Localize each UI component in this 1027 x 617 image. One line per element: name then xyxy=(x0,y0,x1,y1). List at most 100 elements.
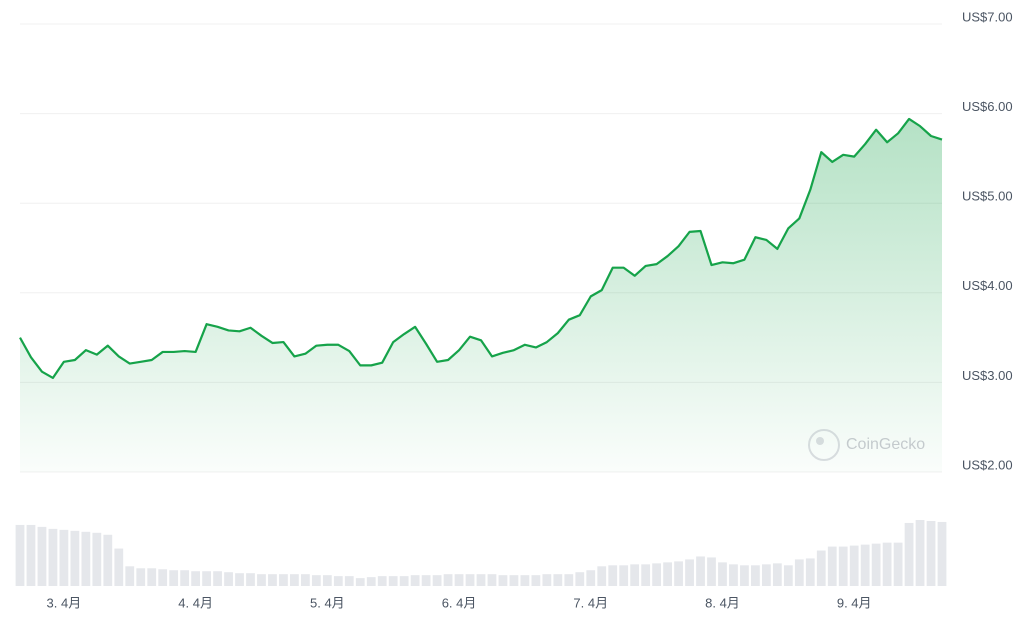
volume-bar xyxy=(641,564,651,586)
volume-bar xyxy=(827,546,837,586)
volume-bar xyxy=(421,575,431,586)
volume-bar xyxy=(674,561,683,586)
x-tick-label: 6. 4月 xyxy=(442,595,477,610)
volume-bar xyxy=(114,548,124,586)
volume-bar xyxy=(707,557,716,586)
volume-bar xyxy=(92,532,102,586)
volume-bar xyxy=(311,575,321,586)
volume-bar xyxy=(333,576,343,586)
y-tick-label: US$6.00 xyxy=(962,99,1013,114)
volume-bar xyxy=(520,575,530,586)
volume-bar xyxy=(729,564,738,586)
volume-bar xyxy=(377,576,387,586)
x-tick-label: 9. 4月 xyxy=(837,595,872,610)
x-tick-label: 7. 4月 xyxy=(573,595,608,610)
volume-bar xyxy=(268,574,277,586)
y-tick-label: US$2.00 xyxy=(962,457,1013,472)
watermark-logo-eye xyxy=(816,437,824,445)
volume-bar xyxy=(498,575,508,586)
volume-bar xyxy=(926,520,936,586)
volume-bar xyxy=(564,574,574,586)
volume-bar xyxy=(26,524,36,586)
volume-bar xyxy=(224,572,233,586)
volume-bar xyxy=(344,576,354,586)
volume-bar xyxy=(882,542,892,586)
volume-bar xyxy=(465,574,475,586)
volume-bar xyxy=(663,562,672,586)
volume-bar xyxy=(509,575,519,586)
volume-bar xyxy=(290,574,299,586)
volume-bar xyxy=(893,542,903,586)
volume-bar xyxy=(257,574,266,586)
volume-bar xyxy=(432,575,442,586)
watermark: CoinGecko xyxy=(808,429,925,461)
volume-bar xyxy=(761,564,771,586)
volume-bar xyxy=(59,529,69,586)
volume-bar xyxy=(553,574,563,586)
volume-bar xyxy=(15,524,25,586)
volume-bar xyxy=(37,526,47,586)
volume-bar xyxy=(235,573,244,586)
volume-bar xyxy=(740,565,749,586)
axis-labels: US$2.00 US$3.00 US$4.00 US$5.00 US$6.00 US$7.… xyxy=(47,9,1013,610)
volume-bar xyxy=(915,520,925,586)
volume-bar xyxy=(147,568,157,586)
x-tick-label: 5. 4月 xyxy=(310,595,345,610)
volume-bar xyxy=(531,575,541,586)
volume-bar xyxy=(783,565,793,586)
volume-bar xyxy=(213,571,222,586)
x-tick-label: 8. 4月 xyxy=(705,595,740,610)
plot xyxy=(19,117,943,472)
volume-bar xyxy=(696,556,705,586)
volume-bar xyxy=(125,566,135,586)
volume-bar xyxy=(81,531,91,586)
volume-bar xyxy=(48,528,58,586)
volume-bar xyxy=(443,574,453,586)
volume-bar xyxy=(322,575,332,586)
volume-bar xyxy=(487,574,497,586)
volume-bar xyxy=(597,566,607,586)
volume-bar xyxy=(904,522,914,586)
volume-bar xyxy=(871,543,881,586)
volume-bar xyxy=(300,574,310,586)
volume-bar xyxy=(937,521,947,586)
volume-bar xyxy=(246,573,255,586)
volume-bar xyxy=(169,570,179,586)
watermark-logo xyxy=(808,429,840,461)
volume-bar xyxy=(103,534,113,586)
volume-bar xyxy=(805,558,815,586)
volume-bar xyxy=(542,574,552,586)
volume-bar xyxy=(838,546,848,586)
price-line xyxy=(19,117,943,380)
volume-bar xyxy=(202,571,211,586)
volume-bar xyxy=(816,550,826,586)
volume-bar xyxy=(399,576,409,586)
volume-bar xyxy=(476,574,486,586)
x-tick-label: 3. 4月 xyxy=(47,595,82,610)
volume-bar xyxy=(619,565,629,586)
volume-bar xyxy=(366,577,376,586)
volume-bar xyxy=(355,578,365,586)
volume-bar xyxy=(575,572,585,586)
volume-bar xyxy=(772,563,782,586)
volume-bar xyxy=(70,530,80,586)
volume-bar xyxy=(180,570,190,586)
volume-bar xyxy=(751,565,760,586)
volume-bar xyxy=(860,544,870,586)
y-tick-label: US$7.00 xyxy=(962,9,1013,24)
volume-bar xyxy=(454,574,464,586)
watermark-text: CoinGecko xyxy=(846,436,925,453)
volume-bar xyxy=(279,574,288,586)
y-tick-label: US$5.00 xyxy=(962,189,1013,204)
volume-bar xyxy=(586,570,596,586)
volume-bar xyxy=(849,545,859,586)
volume-bar xyxy=(136,568,146,586)
volume-bar xyxy=(794,559,804,586)
volume-bars xyxy=(15,520,947,586)
volume-bar xyxy=(630,564,640,586)
volume-bar xyxy=(158,569,168,586)
price-area xyxy=(20,118,942,472)
volume-bar xyxy=(388,576,398,586)
